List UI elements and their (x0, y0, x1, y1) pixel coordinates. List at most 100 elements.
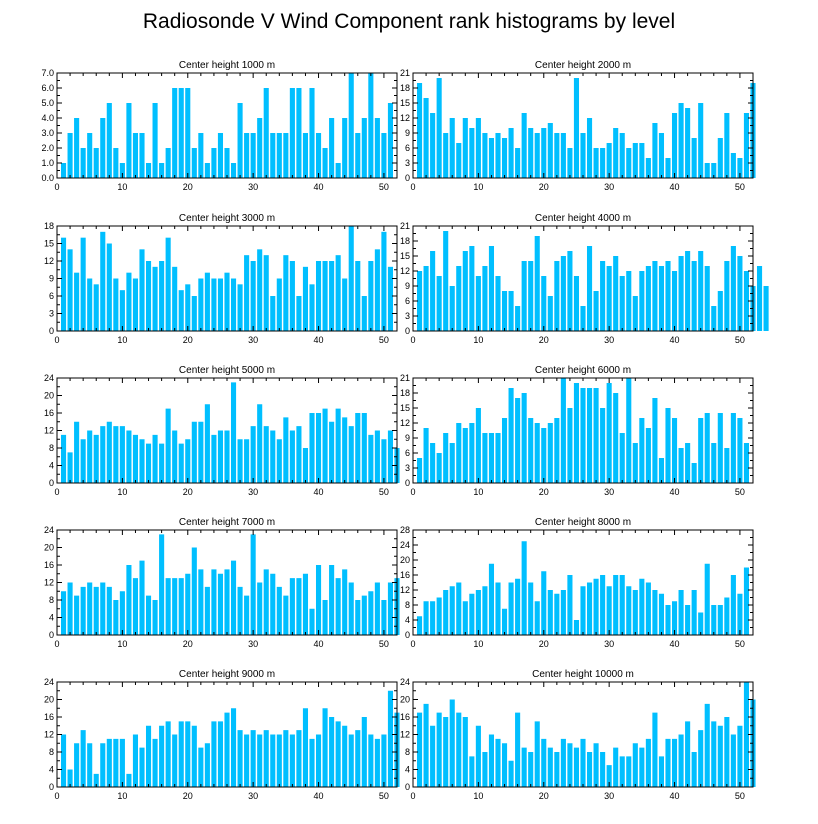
histogram-bar (165, 408, 171, 483)
histogram-panel: Center height 1000 m 0 10 20 30 40 50 0.0 1.0 2.0… (41, 60, 398, 192)
histogram-bar (106, 243, 112, 331)
x-tick-label: 0 (410, 335, 415, 345)
histogram-bar (342, 725, 348, 787)
histogram-bar (230, 382, 237, 483)
histogram-bar (443, 717, 449, 787)
histogram-bar (80, 730, 86, 787)
histogram-bar (217, 278, 224, 331)
histogram-bar (178, 578, 184, 635)
y-tick-label: 12 (44, 426, 54, 436)
histogram-bar (204, 743, 210, 787)
histogram-bar (374, 738, 380, 787)
histogram-bar (342, 417, 348, 483)
y-tick-label: 12 (400, 585, 410, 595)
histogram-bar (355, 261, 361, 331)
histogram-bar (665, 408, 671, 483)
histogram-bar (374, 249, 380, 331)
x-tick-label: 50 (735, 335, 745, 345)
histogram-bar (217, 721, 224, 787)
histogram-bar (416, 271, 423, 331)
y-tick-label: 24 (400, 677, 410, 687)
histogram-bar (113, 148, 119, 178)
histogram-bar (165, 721, 171, 787)
histogram-bar (541, 571, 547, 635)
x-tick-label: 0 (54, 182, 59, 192)
histogram-bar (469, 246, 475, 331)
histogram-bar (658, 593, 665, 635)
histogram-bar (704, 163, 710, 178)
y-tick-label: 0 (405, 782, 410, 792)
x-tick-label: 20 (539, 791, 549, 801)
histogram-bar (560, 256, 566, 331)
histogram-bar (289, 261, 295, 331)
histogram-bar (74, 743, 80, 787)
histogram-bar (724, 448, 730, 483)
histogram-bar (237, 730, 243, 787)
histogram-bar (198, 278, 204, 331)
histogram-bar (501, 418, 508, 483)
histogram-bar (172, 88, 178, 178)
histogram-bar (263, 426, 269, 483)
histogram-bar (374, 582, 380, 635)
histogram-bar (730, 153, 736, 178)
histogram-bar (74, 421, 80, 483)
histogram-bar (381, 734, 387, 787)
histogram-bar (224, 712, 230, 787)
histogram-bar (322, 708, 328, 787)
histogram-bar (632, 743, 638, 787)
histogram-bar (60, 237, 67, 331)
histogram-bar (443, 433, 449, 483)
histogram-bar (619, 133, 625, 178)
histogram-bar (276, 278, 282, 331)
histogram-bar (743, 271, 750, 331)
y-tick-label: 4 (49, 461, 54, 471)
histogram-bar (152, 600, 158, 635)
x-tick-label: 0 (54, 335, 59, 345)
x-tick-label: 10 (473, 487, 483, 497)
x-tick-label: 20 (539, 182, 549, 192)
histogram-bar (283, 730, 289, 787)
x-tick-label: 50 (379, 791, 389, 801)
y-tick-label: 4.0 (41, 113, 54, 123)
histogram-bar (381, 600, 387, 635)
y-tick-label: 9 (405, 281, 410, 291)
y-tick-label: 3.0 (41, 128, 54, 138)
x-tick-label: 30 (248, 182, 258, 192)
histogram-bar (436, 78, 442, 178)
histogram-bar (593, 743, 599, 787)
histogram-bar (495, 582, 501, 635)
histogram-bar (152, 266, 158, 331)
histogram-bar (698, 730, 704, 787)
histogram-bar (309, 608, 315, 635)
histogram-bar (515, 398, 521, 483)
histogram-bar (67, 769, 73, 787)
histogram-bar (508, 128, 514, 178)
histogram-bar (191, 421, 197, 483)
x-tick-label: 50 (379, 639, 389, 649)
histogram-bar (469, 128, 475, 178)
histogram-bar (593, 148, 599, 178)
x-tick-label: 50 (735, 487, 745, 497)
histogram-bar (368, 434, 374, 483)
x-tick-label: 10 (473, 182, 483, 192)
panel-title: Center height 1000 m (179, 60, 275, 71)
y-tick-label: 0 (405, 478, 410, 488)
histogram-bar (119, 738, 125, 787)
histogram-bar (423, 98, 429, 178)
y-tick-label: 6 (405, 296, 410, 306)
histogram-bar (342, 569, 348, 635)
histogram-bar (283, 133, 289, 178)
histogram-bar (645, 266, 651, 331)
y-tick-label: 4 (405, 615, 410, 625)
histogram-bar (456, 423, 462, 483)
histogram-bar (580, 306, 586, 331)
y-tick-label: 12 (400, 266, 410, 276)
histogram-bar (658, 458, 665, 483)
histogram-panel: Center height 4000 m 0 10 20 30 40 50 0 3 6 9 12 15 1… (400, 213, 769, 345)
histogram-bar (737, 158, 743, 178)
histogram-bar (387, 582, 394, 635)
x-tick-label: 30 (248, 335, 258, 345)
histogram-bar (257, 404, 263, 483)
histogram-bar (315, 133, 322, 178)
histogram-bar (355, 730, 361, 787)
